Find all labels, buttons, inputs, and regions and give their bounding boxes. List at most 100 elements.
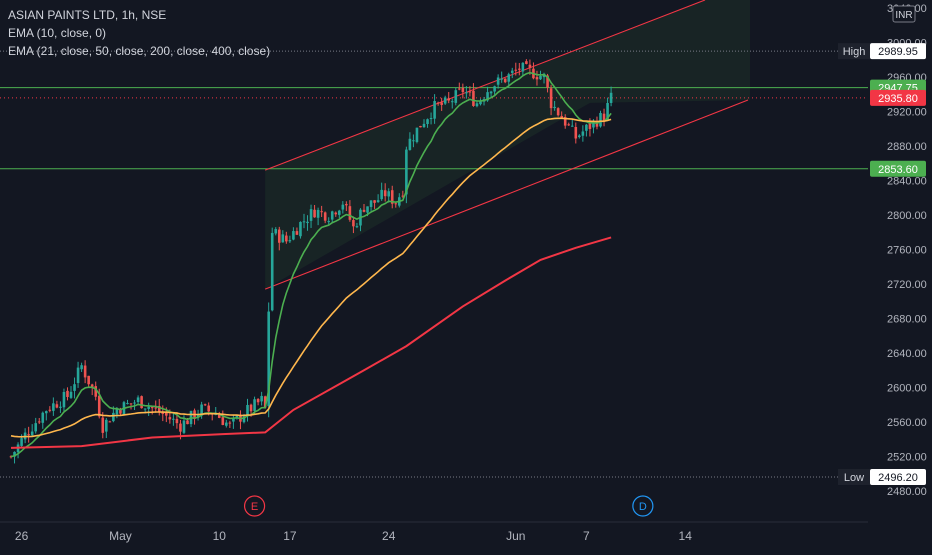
candle	[16, 442, 20, 459]
x-tick-label: 7	[583, 529, 590, 543]
candle	[288, 235, 292, 243]
candle	[232, 414, 235, 429]
candle	[419, 125, 422, 128]
candle	[87, 375, 90, 388]
candle	[376, 194, 380, 203]
candle	[560, 111, 563, 119]
candle	[228, 420, 232, 428]
candle	[578, 134, 581, 139]
candle	[83, 360, 87, 384]
candle	[292, 227, 295, 241]
x-tick-label: 26	[15, 529, 29, 543]
svg-text:E: E	[251, 501, 258, 513]
candle	[260, 391, 263, 406]
candle	[267, 302, 270, 418]
candle	[221, 410, 225, 426]
indicator-ema-10[interactable]: EMA (10, close, 0)	[8, 26, 107, 40]
candle	[76, 361, 80, 388]
candle	[105, 418, 108, 439]
candle	[609, 86, 613, 107]
candle	[408, 132, 412, 151]
candle	[468, 86, 472, 97]
candle	[563, 114, 567, 129]
candle	[454, 87, 458, 106]
candle	[59, 401, 62, 413]
event-marker-e[interactable]: E	[243, 495, 266, 517]
candle	[458, 82, 461, 91]
candle	[334, 211, 338, 217]
candle	[415, 127, 419, 144]
candle	[313, 204, 316, 218]
x-tick-label: Jun	[506, 529, 525, 543]
candle	[602, 108, 606, 127]
candle	[581, 125, 585, 142]
candle	[493, 85, 496, 97]
event-marker-d[interactable]: D	[632, 495, 654, 517]
candle	[94, 381, 98, 401]
candle	[489, 90, 493, 98]
candle	[295, 227, 299, 235]
y-tick-label: 2720.00	[887, 279, 927, 291]
ema-10-line	[10, 71, 612, 458]
ema-50-line	[10, 117, 612, 438]
candle	[323, 211, 327, 224]
candle	[299, 221, 302, 239]
candle	[62, 388, 66, 412]
candle	[203, 403, 207, 406]
candle	[380, 182, 383, 201]
candle	[330, 210, 334, 223]
candle	[440, 97, 443, 111]
x-tick-label: May	[109, 529, 132, 543]
candle	[426, 118, 429, 128]
candle	[556, 107, 560, 117]
candle	[101, 412, 105, 439]
candle	[465, 86, 468, 99]
time-axis-bg[interactable]	[0, 522, 932, 550]
x-tick-label: 14	[679, 529, 693, 543]
candle	[277, 226, 281, 251]
candle	[500, 71, 503, 83]
price-label: Low 2496.20	[838, 469, 926, 486]
candle	[553, 100, 556, 111]
candle	[355, 222, 359, 229]
candle	[147, 402, 150, 416]
y-tick-label: 2920.00	[887, 107, 927, 119]
candle	[27, 426, 30, 443]
candle	[246, 398, 249, 422]
candle	[41, 411, 45, 429]
candle	[193, 408, 196, 425]
chart-title[interactable]: ASIAN PAINTS LTD, 1h, NSE	[8, 8, 167, 22]
svg-text:2496.20: 2496.20	[878, 472, 918, 484]
candle	[518, 62, 521, 76]
candle	[383, 183, 387, 202]
svg-text:2935.80: 2935.80	[878, 93, 918, 105]
indicator-ema-multi[interactable]: EMA (21, close, 50, close, 200, close, 4…	[8, 44, 271, 58]
candle	[401, 190, 405, 198]
candle	[574, 122, 578, 144]
candle	[108, 420, 112, 423]
candle	[256, 398, 260, 406]
candle	[394, 202, 398, 208]
price-label: High 2989.95	[838, 43, 926, 60]
candle	[450, 98, 454, 109]
currency-badge[interactable]: INR	[892, 5, 916, 23]
candle	[302, 213, 306, 229]
x-tick-label: 24	[382, 529, 396, 543]
channel-lower-line	[264, 99, 749, 290]
candle	[37, 417, 41, 425]
candle	[387, 188, 391, 203]
candle	[461, 83, 465, 99]
candle	[436, 101, 440, 106]
candle	[23, 428, 27, 444]
candle	[362, 203, 366, 213]
candle	[390, 185, 394, 209]
candle	[525, 59, 528, 65]
y-tick-label: 2600.00	[887, 383, 927, 395]
x-tick-label: 17	[283, 529, 297, 543]
y-tick-label: 2560.00	[887, 417, 927, 429]
candle	[405, 146, 408, 204]
candle	[447, 92, 451, 104]
x-tick-label: 10	[213, 529, 227, 543]
